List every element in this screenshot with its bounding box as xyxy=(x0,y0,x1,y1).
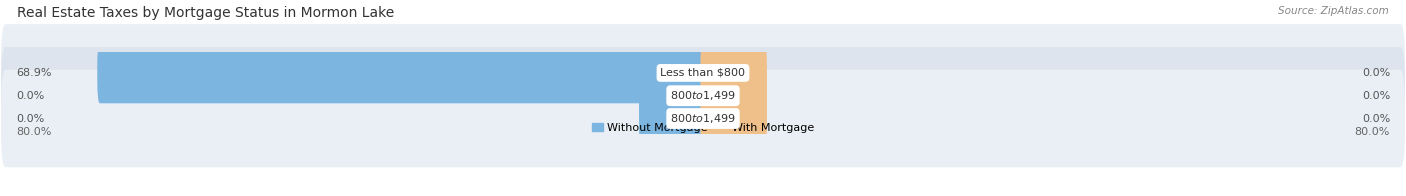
Text: 0.0%: 0.0% xyxy=(15,91,44,101)
FancyBboxPatch shape xyxy=(1,47,1405,144)
Text: 80.0%: 80.0% xyxy=(1355,127,1391,137)
FancyBboxPatch shape xyxy=(97,43,706,103)
Text: 80.0%: 80.0% xyxy=(15,127,51,137)
Text: 0.0%: 0.0% xyxy=(15,113,44,123)
Text: 0.0%: 0.0% xyxy=(1362,68,1391,78)
FancyBboxPatch shape xyxy=(640,65,706,126)
Text: 68.9%: 68.9% xyxy=(15,68,52,78)
Text: Source: ZipAtlas.com: Source: ZipAtlas.com xyxy=(1278,6,1389,16)
FancyBboxPatch shape xyxy=(1,24,1405,122)
Text: 0.0%: 0.0% xyxy=(1362,91,1391,101)
Text: 0.0%: 0.0% xyxy=(1362,113,1391,123)
Text: Less than $800: Less than $800 xyxy=(661,68,745,78)
Text: $800 to $1,499: $800 to $1,499 xyxy=(671,112,735,125)
Text: Real Estate Taxes by Mortgage Status in Mormon Lake: Real Estate Taxes by Mortgage Status in … xyxy=(17,6,394,20)
FancyBboxPatch shape xyxy=(1,70,1405,167)
FancyBboxPatch shape xyxy=(700,43,766,103)
FancyBboxPatch shape xyxy=(700,88,766,149)
Text: $800 to $1,499: $800 to $1,499 xyxy=(671,89,735,102)
Legend: Without Mortgage, With Mortgage: Without Mortgage, With Mortgage xyxy=(592,123,814,133)
FancyBboxPatch shape xyxy=(700,65,766,126)
FancyBboxPatch shape xyxy=(640,88,706,149)
